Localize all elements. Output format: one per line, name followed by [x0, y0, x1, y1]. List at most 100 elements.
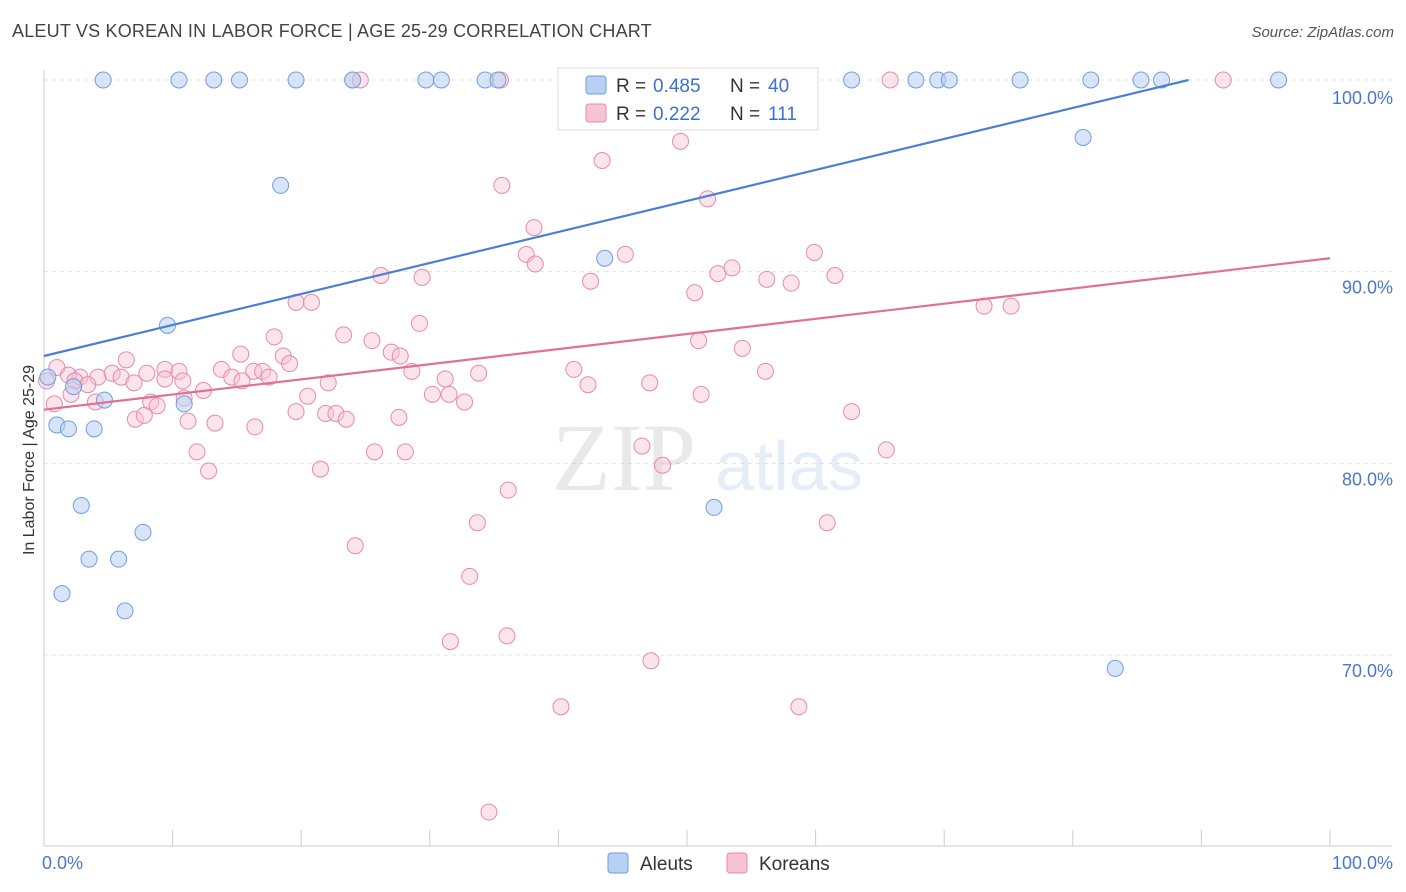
aleut-point [489, 71, 507, 89]
korean-point [480, 803, 498, 821]
korean-point [366, 443, 384, 461]
korean-point [335, 326, 353, 344]
korean-point [254, 362, 272, 380]
aleut-point [1074, 129, 1092, 146]
aleut-point [1270, 71, 1288, 89]
korean-point [526, 255, 544, 273]
korean-point [1002, 297, 1020, 315]
aleut-point [344, 71, 362, 89]
aleut-point [596, 249, 614, 267]
korean-point [206, 414, 224, 432]
aleut-point [59, 420, 77, 438]
legend-r-label-koreans: R = [616, 104, 646, 125]
korean-point [79, 376, 97, 394]
aleut-point [85, 420, 103, 438]
korean-point [363, 332, 381, 350]
korean-point [493, 176, 511, 194]
korean-point [327, 405, 345, 422]
korean-point [223, 368, 241, 386]
korean-point [818, 514, 836, 532]
korean-point [565, 360, 583, 378]
aleut-point [94, 71, 112, 89]
korean-point [582, 272, 600, 290]
aleut-point [907, 71, 925, 89]
aleut-point [940, 71, 958, 89]
korean-point [593, 152, 611, 169]
korean-point [826, 267, 844, 284]
aleut-point [230, 71, 248, 89]
aleut-point [1106, 659, 1124, 677]
aleut-point [175, 395, 193, 413]
aleut-point [72, 497, 90, 514]
korean-point [456, 393, 474, 411]
korean-point [423, 385, 441, 403]
korean-point [246, 418, 264, 436]
korean-point [641, 374, 659, 392]
korean-point [843, 403, 861, 421]
y-tick-label-70: 70.0% [1342, 661, 1393, 681]
korean-point [441, 633, 459, 651]
korean-point [881, 71, 899, 89]
korean-point [692, 385, 710, 403]
aleut-point [116, 602, 134, 620]
korean-point [616, 245, 634, 263]
watermark-atlas: atlas [715, 427, 863, 505]
korean-point [302, 293, 320, 311]
korean-point [411, 314, 429, 332]
korean-point [382, 343, 400, 361]
korean-point [517, 245, 535, 263]
legend-n-label-aleuts: N = [730, 76, 760, 97]
bottom-legend: Aleuts Koreans [607, 852, 830, 875]
korean-point [733, 339, 751, 357]
korean-point [1214, 71, 1232, 89]
korean-point [461, 567, 479, 585]
aleut-point [843, 71, 861, 89]
aleut-point [287, 71, 305, 89]
y-tick-label-90: 90.0% [1342, 278, 1393, 298]
bottom-legend-swatch-koreans [726, 852, 748, 874]
bottom-legend-swatch-aleuts [607, 852, 629, 874]
series-aleuts [39, 71, 1288, 677]
x-tick-label-min: 0.0% [42, 853, 83, 873]
aleut-point [134, 523, 152, 541]
korean-point [179, 412, 197, 430]
korean-point [552, 698, 570, 716]
korean-point [470, 364, 488, 382]
korean-point [758, 270, 776, 288]
korean-point [642, 652, 660, 670]
korean-point [805, 244, 823, 261]
legend-n-value-aleuts: 40 [768, 76, 789, 97]
korean-point [525, 219, 543, 237]
y-axis-label: In Labor Force | Age 25-29 [21, 365, 38, 555]
korean-point [579, 376, 597, 394]
korean-point [413, 268, 431, 286]
chart-title: ALEUT VS KOREAN IN LABOR FORCE | AGE 25-… [12, 21, 652, 41]
korean-point [245, 362, 263, 380]
korean-point [723, 259, 741, 277]
aleut-point [80, 550, 98, 568]
aleut-point [705, 498, 723, 516]
korean-point [699, 190, 717, 208]
korean-point [440, 385, 458, 403]
korean-point [756, 362, 774, 380]
korean-point [138, 364, 156, 382]
aleut-point [53, 585, 71, 603]
aleut-point [1082, 71, 1100, 89]
aleut-point [1011, 71, 1029, 89]
legend-r-value-aleuts: 0.485 [653, 76, 701, 97]
y-tick-labels: 70.0% 80.0% 90.0% 100.0% [1332, 88, 1393, 681]
korean-point [311, 460, 329, 478]
korean-point [498, 627, 516, 645]
korean-point [633, 437, 651, 455]
korean-point [390, 408, 408, 426]
korean-point [260, 368, 278, 386]
bottom-legend-label-koreans: Koreans [759, 854, 830, 875]
korean-point [232, 345, 250, 363]
korean-point [346, 537, 364, 555]
watermark-zip: ZIP [552, 404, 696, 511]
korean-point [299, 387, 317, 405]
korean-point [709, 265, 727, 283]
korean-point [170, 362, 188, 380]
aleut-point [170, 71, 188, 89]
